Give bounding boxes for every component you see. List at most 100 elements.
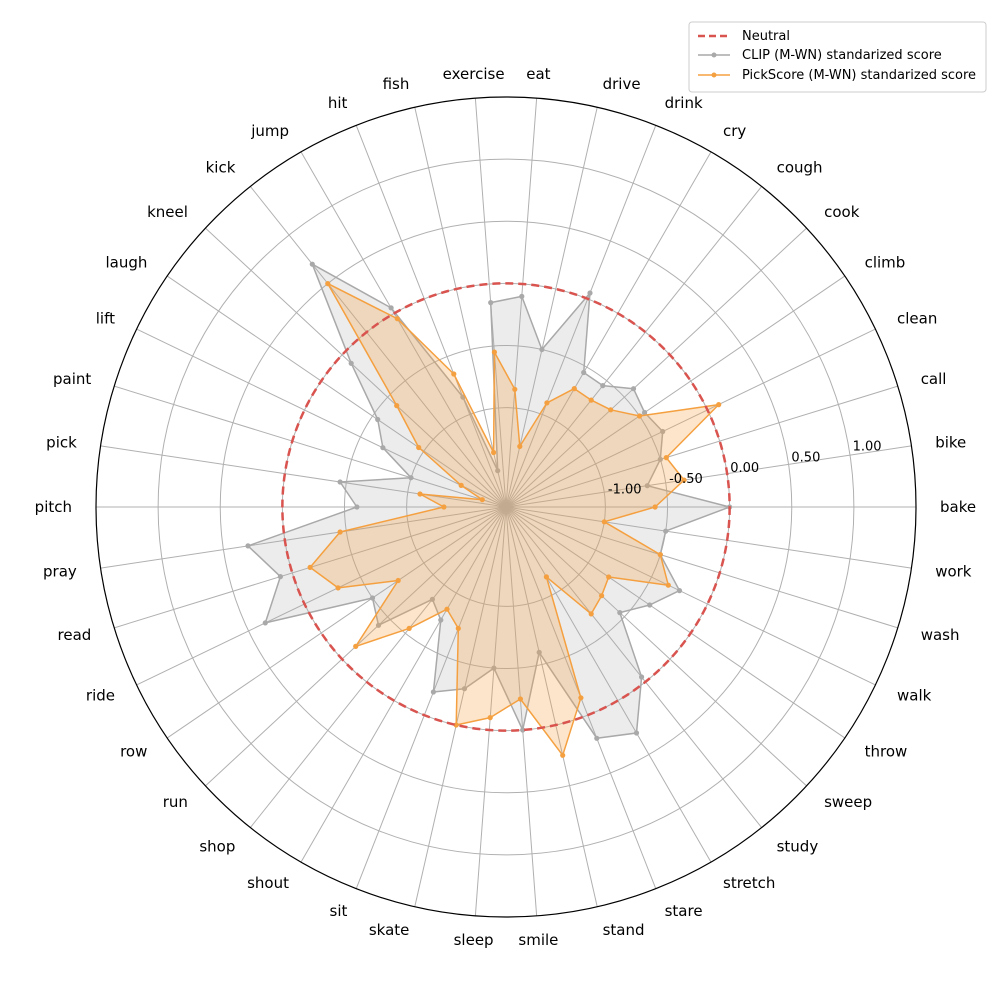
point-0-drive: [539, 346, 545, 353]
grid-ring: [157, 158, 855, 856]
spoke-hit: [355, 125, 507, 508]
series-layer: [245, 261, 733, 758]
category-label-hit: hit: [328, 94, 348, 112]
spoke-drink: [505, 125, 657, 508]
legend-neutral-label: Neutral: [742, 29, 790, 44]
point-0-climb: [642, 409, 648, 416]
point-1-cry: [571, 386, 577, 392]
point-1-read: [307, 564, 313, 571]
point-0-stand: [536, 649, 542, 656]
spoke-call: [505, 385, 898, 508]
category-label-eat: eat: [526, 65, 550, 83]
point-0-throw: [647, 602, 653, 608]
point-0-cough: [600, 383, 606, 389]
spoke-shop: [249, 506, 507, 828]
legend-clip-label: CLIP (M-WN) standarized score: [742, 48, 942, 63]
point-0-sleep: [491, 665, 497, 671]
point-0-skate: [461, 686, 468, 692]
point-1-drink: [544, 400, 550, 406]
spoke-throw: [505, 506, 846, 739]
spoke-sweep: [505, 506, 807, 787]
category-label-drive: drive: [603, 75, 641, 93]
point-0-sweep: [617, 610, 623, 616]
point-0-study: [639, 674, 645, 680]
point-0-row: [369, 595, 376, 601]
point-1-sit: [455, 625, 461, 632]
point-1-wash: [657, 552, 663, 558]
spoke-lift: [136, 328, 507, 508]
grid-ring: [343, 344, 669, 670]
point-0-work: [663, 528, 669, 534]
point-1-sleep: [487, 715, 493, 721]
point-0-stretch: [633, 730, 640, 736]
category-label-shop: shop: [199, 837, 235, 855]
radial-tick-label: 0.00: [730, 461, 759, 476]
legend-clip-marker: [711, 52, 717, 58]
category-label-sweep: sweep: [824, 793, 872, 811]
category-label-sit: sit: [330, 902, 348, 920]
category-label-jump: jump: [250, 122, 289, 140]
grid-layer: [96, 98, 916, 916]
category-label-climb: climb: [865, 254, 906, 272]
spoke-pray: [100, 506, 507, 569]
category-label-fish: fish: [383, 75, 410, 93]
spoke-row: [166, 506, 507, 739]
point-1-pitch: [441, 504, 447, 510]
point-1-paint: [479, 497, 485, 503]
point-0-pick: [337, 479, 343, 485]
point-0-cry: [581, 369, 587, 376]
legend: Neutral CLIP (M-WN) standarized score Pi…: [688, 21, 987, 93]
radial-tick-label: -1.00: [608, 483, 642, 498]
spoke-pick: [100, 445, 507, 508]
spoke-paint: [114, 385, 507, 508]
label-layer: bake bike call clean climb cook cough cry drink d…: [35, 65, 976, 949]
spoke-skate: [414, 506, 507, 907]
legend-box: [688, 21, 987, 93]
category-label-wash: wash: [921, 626, 960, 644]
point-1-stand: [560, 752, 566, 758]
point-0-exercise: [488, 300, 494, 306]
point-1-sweep: [599, 593, 605, 599]
point-0-walk: [676, 588, 683, 594]
category-label-read: read: [58, 626, 92, 644]
spoke-shout: [300, 506, 507, 863]
category-label-skate: skate: [369, 921, 410, 939]
point-1-bike: [681, 477, 687, 483]
point-0-kneel: [348, 360, 354, 366]
category-label-work: work: [935, 563, 972, 581]
category-label-sleep: sleep: [454, 931, 494, 949]
spoke-wash: [505, 506, 898, 629]
category-label-drink: drink: [665, 94, 703, 112]
point-1-study: [588, 611, 594, 617]
point-0-pray: [245, 543, 251, 549]
point-1-shop: [406, 625, 412, 632]
point-1-pray: [337, 529, 343, 535]
legend-pickscore-marker: [711, 72, 717, 78]
category-label-pick: pick: [46, 433, 77, 451]
point-1-eat: [512, 386, 518, 392]
category-label-shout: shout: [247, 874, 289, 892]
point-0-laugh: [375, 416, 381, 423]
spoke-ride: [136, 506, 507, 686]
point-0-drink: [587, 290, 593, 296]
spoke-kneel: [205, 227, 507, 508]
grid-ring: [219, 220, 793, 794]
spoke-laugh: [166, 275, 507, 508]
tick-layer: -1.00 -0.50 0.00 0.50 1.00: [608, 440, 882, 498]
point-1-stretch: [543, 574, 550, 580]
point-1-smile: [517, 696, 524, 702]
point-0-stare: [594, 735, 600, 741]
spoke-cook: [505, 227, 807, 508]
spoke-eat: [505, 98, 538, 508]
point-1-lift: [458, 482, 464, 488]
spoke-cry: [505, 151, 712, 508]
point-1-call: [663, 455, 669, 461]
point-0-call: [657, 456, 663, 462]
point-1-kneel: [394, 403, 400, 409]
point-0-fish: [495, 468, 501, 474]
category-label-stand: stand: [603, 921, 645, 939]
category-label-row: row: [120, 743, 147, 761]
legend-pickscore-label: PickScore (M-WN) standarized score: [742, 68, 976, 83]
category-label-call: call: [921, 370, 947, 388]
category-label-stare: stare: [665, 902, 703, 920]
